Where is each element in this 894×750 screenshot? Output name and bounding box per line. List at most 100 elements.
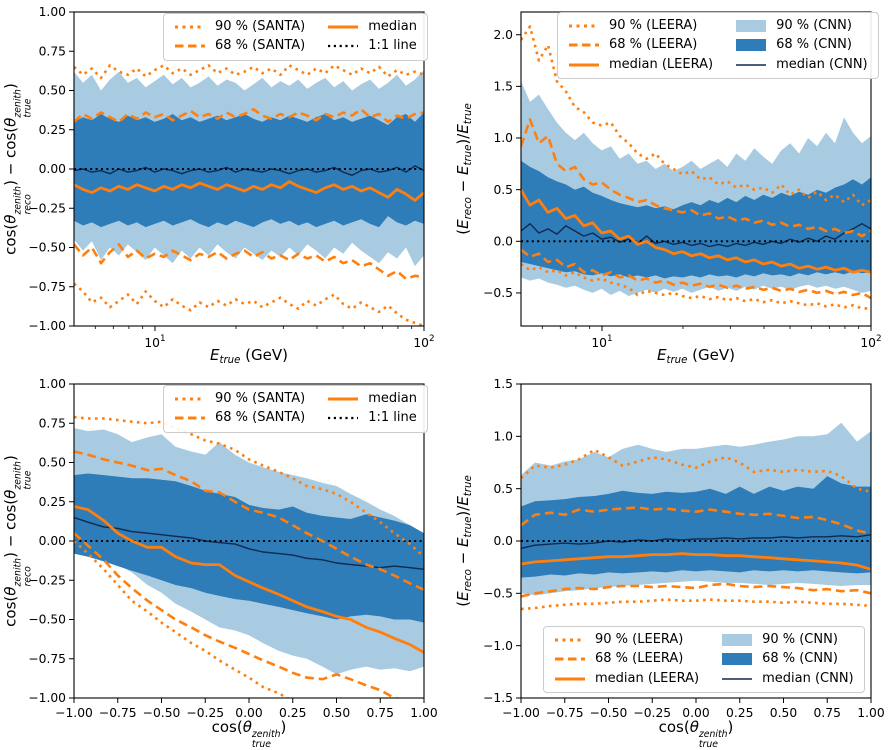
x-axis-label: cos(θ zenith true) (212, 718, 287, 749)
y-tick-label: −0.75 (28, 652, 66, 666)
legend-entry: median (327, 391, 417, 406)
y-tick-label: −0.5 (483, 587, 513, 601)
series-band-68-cnn (521, 476, 871, 578)
x-tick-label: 0.25 (279, 706, 306, 720)
legend-label: 1:1 line (368, 38, 417, 54)
panel-bottom-right: −1.5 −1.0 −0.5 0.0 0.5 1.0 1.5 −1.00 −0.75 −0.50−… (447, 372, 894, 749)
subscript: reco (462, 197, 474, 220)
legend-patch (722, 634, 753, 647)
axis-label-text: − (454, 546, 473, 570)
y-tick-label: 0.50 (39, 84, 66, 98)
subscript: true (462, 516, 474, 538)
supsub: zenith true (252, 730, 281, 749)
legend-swatch-dotted-orange-icon (175, 397, 205, 401)
subscript: reco (22, 194, 34, 215)
supsub: zenith reco (13, 558, 34, 587)
axis-label-text: ) − cos( (1, 498, 20, 558)
series-median-cnn (521, 222, 871, 248)
y-axis-label: (Ereco − Etrue)/Etrue (454, 475, 474, 606)
legend-entry: median (CNN) (721, 670, 854, 686)
axes-frame (73, 383, 425, 699)
series-p90-leera-bot (521, 262, 871, 310)
y-tick-label: 0.75 (39, 44, 66, 58)
axis-label-text: E (454, 537, 473, 547)
series-p90-santa-bot (74, 282, 424, 326)
legend-entry: 68 % (LEERA) (554, 651, 699, 666)
axis-label-text: ( (454, 228, 473, 235)
series-median-leera (521, 188, 871, 274)
x-tick-label: 0.50 (323, 706, 350, 720)
series-median-cnn (521, 534, 871, 549)
legend-entry: 90 % (LEERA) (568, 18, 713, 33)
legend-column: median 1:1 line (327, 391, 417, 426)
legend-label: 90 % (SANTA) (215, 19, 306, 34)
legend-entry: 68 % (LEERA) (568, 37, 713, 52)
y-tick-label: 0.5 (493, 482, 513, 496)
y-tick-label: −0.50 (28, 241, 66, 255)
y-tick-label: 1.00 (39, 5, 66, 19)
legend-patch (736, 20, 767, 33)
subscript: reco (22, 566, 34, 587)
legend-swatch-dashed-orange-icon (175, 44, 205, 48)
supsub: zenith true (699, 730, 728, 749)
x-tick-label: 1.00 (410, 706, 437, 720)
legend-label: median (LEERA) (595, 670, 700, 686)
legend-label: 90 % (CNN) (776, 18, 852, 33)
x-tick-label: −1.00 (55, 706, 93, 720)
legend-column: 90 % (LEERA) 68 % (LEERA) median (LEERA) (568, 18, 714, 72)
subscript: true (22, 470, 34, 490)
y-tick-label: 0.0 (493, 534, 513, 548)
axis-label-text: θ (689, 718, 699, 736)
axis-label-text: ) (280, 718, 287, 736)
axis-label-text: E (454, 591, 473, 601)
legend-entry: median (LEERA) (554, 670, 700, 686)
subscript: true (219, 354, 241, 366)
axis-label-text: E (454, 165, 473, 175)
x-tick-label: 0.75 (814, 706, 841, 720)
series-p68-santa-bot (74, 243, 424, 281)
legend-swatch-solid-orange-icon (328, 25, 359, 29)
legend-top-right: 90 % (LEERA) 68 % (LEERA) median (LEERA) 90… (557, 12, 879, 79)
legend-swatch-solid-orange-icon (569, 63, 599, 67)
axis-label-text: θ (1, 586, 20, 596)
y-tick-label: 0.5 (493, 183, 513, 197)
series-median-leera (521, 552, 871, 571)
legend-entry: 68 % (CNN) (735, 37, 868, 52)
y-tick-label: 0.75 (39, 416, 66, 430)
legend-entry: 1:1 line (327, 410, 417, 425)
series-p68-santa-top (74, 450, 424, 591)
legend-top-left: 90 % (SANTA) 68 % (SANTA) median 1:1 line (163, 13, 428, 61)
x-tick-label: 0.50 (770, 706, 797, 720)
axis-label-text: θ (1, 117, 20, 127)
x-tick-label: 0.00 (682, 706, 709, 720)
legend-bottom-right: 90 % (LEERA) 68 % (LEERA) median (LEERA) 90… (543, 626, 865, 693)
axes-frame (73, 11, 425, 327)
legend-entry: 68 % (CNN) (721, 651, 854, 666)
axis-label-text: cos( (1, 595, 20, 627)
legend-column: 90 % (CNN) 68 % (CNN) median (CNN) (721, 632, 854, 686)
y-tick-label: 0.00 (39, 162, 66, 176)
axis-label-text: )/ (454, 505, 473, 517)
axis-label-text: θ (242, 718, 252, 736)
legend-swatch-patch-dark-icon (722, 653, 753, 666)
series-p90-leera-top (521, 448, 871, 494)
legend-entry: 68 % (SANTA) (174, 38, 305, 53)
axis-label-text: ) (1, 455, 20, 462)
y-axis-label: cos(θ zenith reco) − cos(θ zenith true) (1, 83, 34, 255)
series-p68-santa-bot (74, 532, 402, 698)
axis-label-text: )/ (454, 133, 473, 145)
y-tick-label: 0.0 (493, 235, 513, 249)
legend-patch (722, 653, 753, 666)
legend-swatch-dotted-orange-icon (569, 24, 599, 28)
legend-label: 68 % (SANTA) (215, 410, 306, 426)
legend-label: median (CNN) (762, 670, 854, 686)
legend-entry: median (CNN) (735, 57, 868, 72)
legend-column: 90 % (SANTA) 68 % (SANTA) (174, 19, 306, 54)
plot-area (74, 415, 424, 698)
x-tick-label: 101 (591, 334, 612, 350)
legend-swatch-patch-dark-icon (736, 39, 767, 52)
legend-label: median (LEERA) (609, 56, 714, 72)
y-tick-label: 2.0 (493, 28, 513, 42)
series-p68-santa-top (74, 108, 424, 124)
series-median-cnn (74, 516, 424, 570)
